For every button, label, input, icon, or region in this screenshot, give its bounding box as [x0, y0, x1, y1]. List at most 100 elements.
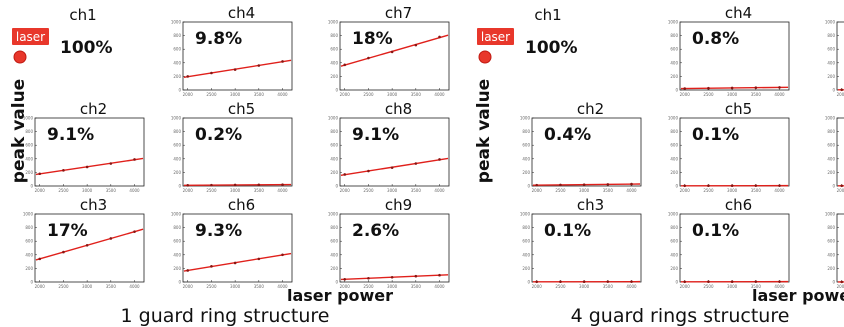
data-point — [606, 280, 610, 283]
y-tick-label: 400 — [173, 60, 181, 65]
panel-ch3: ch3 17% 0 200 400 600 800 1000 2000 2500 3000 3500 4… — [23, 196, 145, 289]
data-point — [582, 183, 586, 186]
y-tick-label: 200 — [827, 74, 835, 79]
channel-name: ch2 — [80, 100, 107, 118]
x-tick-label: 4000 — [129, 284, 140, 289]
x-tick-label: 2000 — [680, 284, 691, 289]
data-point — [210, 71, 213, 75]
channel-name: ch6 — [228, 196, 255, 214]
x-tick-label: 3500 — [411, 188, 422, 193]
x-tick-label: 2000 — [680, 188, 691, 193]
x-tick-label: 4000 — [434, 92, 445, 97]
y-tick-label: 200 — [25, 170, 33, 175]
data-point — [754, 184, 758, 187]
x-tick-label: 4000 — [626, 188, 637, 193]
y-tick-label: 1000 — [520, 116, 531, 121]
data-point — [535, 280, 539, 284]
fit-line — [183, 183, 292, 187]
x-tick-label: 4000 — [277, 92, 288, 97]
data-point — [367, 169, 370, 173]
y-tick-label: 400 — [827, 156, 835, 161]
y-tick-label: 600 — [173, 239, 181, 244]
panel-ch4: ch4 9.8% 0 200 400 600 800 1000 2000 2500 3000 3500… — [171, 4, 293, 97]
data-point — [186, 75, 190, 78]
x-tick-label: 2000 — [35, 284, 46, 289]
channel-percent: 0.1% — [692, 125, 739, 145]
x-tick-label: 2000 — [183, 188, 194, 193]
y-tick-label: 800 — [330, 129, 338, 134]
plot-frame — [182, 213, 293, 283]
y-tick-label: 800 — [25, 129, 33, 134]
y-tick-label: 1000 — [328, 212, 339, 217]
channel-percent: 0.1% — [544, 221, 591, 241]
y-tick-label: 1000 — [668, 212, 679, 217]
y-tick-label: 0 — [527, 184, 530, 189]
x-tick-label: 2000 — [340, 92, 351, 97]
plot-frame — [182, 117, 293, 187]
x-tick-label: 3500 — [751, 284, 762, 289]
data-point — [840, 184, 844, 188]
y-tick-label: 600 — [25, 143, 33, 148]
y-tick-label: 600 — [827, 239, 835, 244]
y-tick-label: 0 — [675, 88, 678, 93]
channel-percent: 9.1% — [47, 125, 94, 145]
y-tick-label: 200 — [173, 266, 181, 271]
data-point — [390, 275, 394, 279]
y-tick-label: 400 — [670, 60, 678, 65]
x-tick-label: 2000 — [183, 284, 194, 289]
data-point — [630, 182, 633, 186]
channel-percent: 9.8% — [195, 29, 242, 49]
y-tick-label: 800 — [670, 33, 678, 38]
panel-ch9: ch9 2.6% 0 200 400 600 800 1000 2000 2500 3000 3500… — [328, 196, 450, 289]
x-tick-label: 2500 — [58, 188, 69, 193]
x-tick-label: 2000 — [532, 188, 543, 193]
y-tick-label: 600 — [522, 143, 530, 148]
channel-name: ch8 — [385, 100, 412, 118]
y-tick-label: 1000 — [668, 20, 679, 25]
y-tick-label: 200 — [330, 170, 338, 175]
fit-line — [340, 157, 449, 177]
x-tick-label: 3500 — [751, 92, 762, 97]
figure-caption: 4 guard rings structure — [571, 305, 790, 327]
plot-frame — [339, 213, 450, 283]
x-tick-label: 4000 — [129, 188, 140, 193]
y-tick-label: 200 — [330, 266, 338, 271]
y-tick-label: 1000 — [328, 116, 339, 121]
y-tick-label: 400 — [522, 156, 530, 161]
data-point — [606, 183, 610, 186]
data-point — [281, 60, 284, 63]
data-point — [778, 280, 781, 283]
data-point — [210, 183, 213, 187]
y-tick-label: 0 — [675, 280, 678, 285]
data-point — [778, 184, 781, 187]
x-tick-label: 3000 — [727, 188, 738, 193]
reference-channel-percent: 100% — [60, 38, 113, 58]
reference-channel-percent: 100% — [525, 38, 578, 58]
data-point — [233, 261, 237, 265]
x-tick-label: 2000 — [183, 92, 194, 97]
laser-spot-icon — [13, 50, 27, 64]
x-tick-label: 2500 — [363, 92, 374, 97]
y-tick-label: 1000 — [520, 212, 531, 217]
data-point — [535, 183, 539, 187]
x-tick-label: 3000 — [387, 284, 398, 289]
y-tick-label: 600 — [173, 47, 181, 52]
x-tick-label: 2500 — [555, 188, 566, 193]
y-tick-label: 600 — [670, 143, 678, 148]
panel-ch8: ch80.1%020040060080010002000250030003500… — [825, 116, 844, 193]
laser-label: laser — [16, 30, 45, 44]
y-tick-label: 600 — [522, 239, 530, 244]
data-point — [281, 253, 284, 257]
data-point — [85, 165, 89, 169]
plot-frame — [34, 117, 145, 187]
x-tick-label: 2500 — [206, 188, 217, 193]
x-tick-label: 4000 — [626, 284, 637, 289]
data-point — [186, 184, 190, 187]
panel-ch2: ch2 0.4% 0 200 400 600 800 1000 2000 2500 3000 3500… — [520, 100, 642, 193]
channel-percent: 0.8% — [692, 29, 739, 49]
y-tick-label: 800 — [25, 225, 33, 230]
y-tick-label: 200 — [670, 170, 678, 175]
data-point — [630, 280, 633, 283]
data-point — [683, 87, 687, 90]
data-point — [62, 169, 65, 172]
